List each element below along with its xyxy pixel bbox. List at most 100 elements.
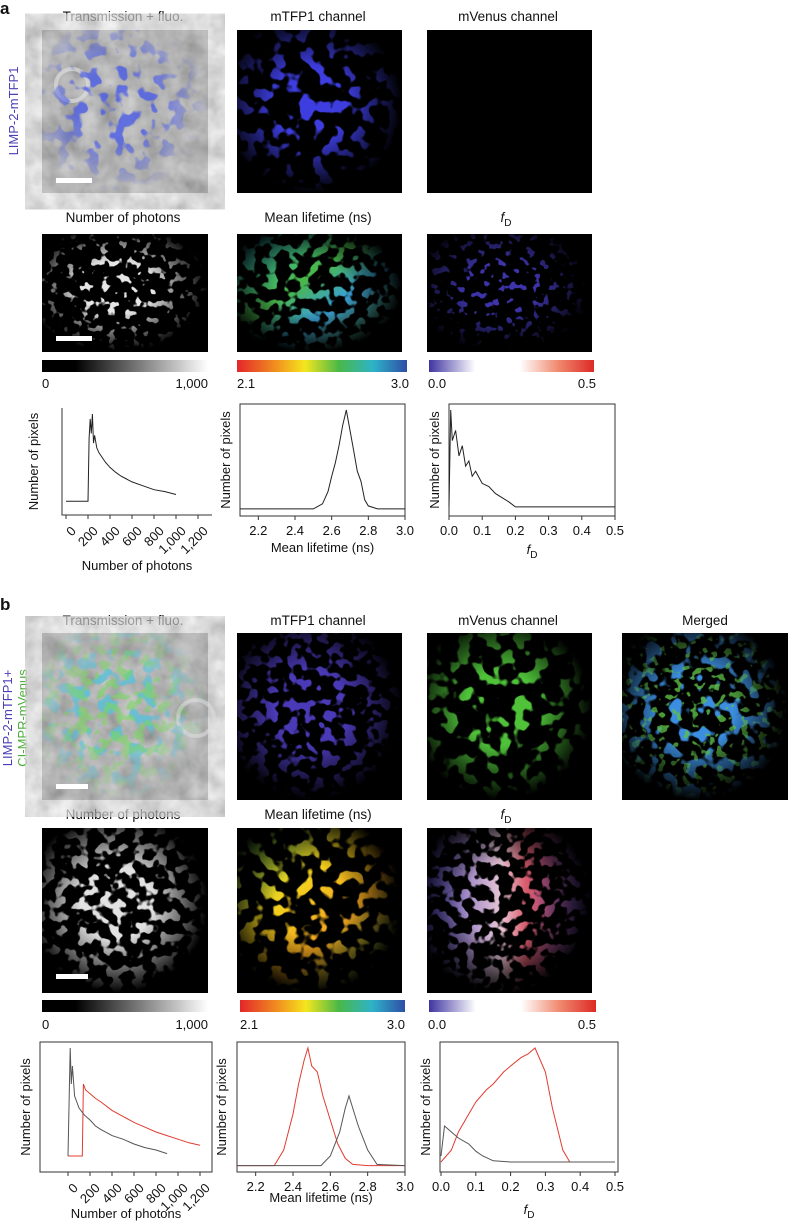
side-label: LIMP-2-mTFP1: [6, 67, 21, 156]
colorbar-label: 1,000: [175, 376, 208, 391]
x-axis-label: fD: [524, 1202, 535, 1221]
x-tick-label: 0.5: [606, 1179, 624, 1194]
colorbar-label: 2.1: [237, 376, 255, 391]
x-tick-label: 2.8: [359, 1179, 377, 1194]
colorbar-label: 2.1: [240, 1017, 258, 1032]
x-tick-label: 0.1: [467, 1179, 485, 1194]
x-tick-label: 0.0: [440, 523, 458, 538]
x-tick-label: 3.0: [396, 523, 414, 538]
series-line: [67, 1047, 168, 1157]
histogram: 0.0 0.1 0.2 0.3 0.4 0.5 Number of pixels fD: [427, 403, 624, 561]
image-title: fD: [501, 807, 512, 826]
x-axis-label-main: f: [527, 542, 532, 557]
x-tick-label: 0.0: [432, 1179, 450, 1194]
image-title: mVenus channel: [458, 9, 558, 24]
x-tick-label: 2.2: [247, 1179, 265, 1194]
series-line: [448, 409, 615, 508]
colorbar: [429, 360, 594, 372]
x-axis-label: Mean lifetime (ns): [269, 1190, 372, 1205]
micrograph: [427, 234, 592, 352]
micrograph: [622, 633, 788, 800]
image-title: Merged: [682, 613, 728, 628]
micrograph: [237, 30, 402, 193]
x-tick-label: 0.3: [536, 1179, 554, 1194]
colorbar: [429, 1000, 596, 1012]
colorbar-label: 0.0: [428, 1017, 446, 1032]
x-axis-label: Number of photons: [71, 1206, 182, 1221]
image-title: mTFP1 channel: [270, 613, 365, 628]
x-tick-label: 2.8: [359, 523, 377, 538]
colorbar-label: 3.0: [391, 376, 409, 391]
micrograph: [42, 30, 208, 193]
histogram: 2.2 2.4 2.6 2.8 3.0 Number of pixels Mean life…: [218, 403, 414, 555]
image-title: Mean lifetime (ns): [264, 807, 371, 822]
image-title: mTFP1 channel: [270, 9, 365, 24]
x-tick-label: 200: [77, 1180, 103, 1206]
x-tick-label: 0.4: [573, 523, 591, 538]
side-label: LIMP-2-mTFP1+: [0, 670, 15, 766]
micrograph: [237, 234, 402, 352]
series-line: [237, 1094, 406, 1167]
micrograph: [42, 633, 216, 800]
x-tick-label: 600: [121, 1180, 147, 1206]
x-tick-label: 2.6: [323, 523, 341, 538]
series-line: [440, 1125, 615, 1163]
x-tick-label: 0.2: [506, 523, 524, 538]
x-tick-label: 200: [75, 523, 101, 549]
series-line: [237, 1046, 405, 1167]
x-axis-label-sub: D: [527, 1210, 534, 1221]
x-axis-label: Number of photons: [82, 558, 193, 573]
colorbar: [42, 1000, 208, 1012]
x-axis-label: fD: [527, 542, 538, 561]
colorbar-label: 0: [42, 1017, 49, 1032]
colorbar-label: 3.0: [387, 1017, 405, 1032]
x-axis-label-sub: D: [530, 550, 537, 561]
x-tick-label: 0.4: [571, 1179, 589, 1194]
x-tick-label: 400: [99, 1180, 125, 1206]
micrograph: [42, 828, 208, 993]
panel-label: b: [0, 595, 10, 614]
axis-frame: [239, 403, 406, 517]
x-tick-label: 2.4: [284, 1179, 302, 1194]
x-tick-label: 3.0: [396, 1179, 414, 1194]
axis-frame: [448, 403, 616, 517]
x-tick-label: 2.4: [286, 523, 304, 538]
x-tick-label: 400: [97, 523, 123, 549]
x-tick-label: 0.3: [540, 523, 558, 538]
x-tick-label: 0.5: [606, 523, 624, 538]
micrograph: [42, 234, 208, 352]
axis-line: [61, 408, 212, 516]
micrograph: [427, 633, 592, 800]
image-title: Transmission + fluo.: [63, 9, 184, 24]
micrograph: [237, 828, 402, 993]
micrograph: [427, 828, 592, 993]
axis-frame: [439, 1041, 619, 1173]
colorbar-label: 0.5: [578, 376, 596, 391]
series-line: [68, 1083, 201, 1157]
colorbar-label: 1,000: [175, 1017, 208, 1032]
y-axis-label: Number of pixels: [26, 412, 41, 510]
panel-label: a: [0, 0, 10, 18]
histogram: 0.0 0.1 0.2 0.3 0.4 0.5 Number of pixels fD: [418, 1041, 624, 1221]
x-tick-label: 600: [119, 523, 145, 549]
image-title: fD: [501, 210, 512, 229]
series-line: [240, 409, 405, 510]
x-tick-label: 0.1: [473, 523, 491, 538]
micrograph: [427, 30, 592, 193]
series-line: [66, 413, 177, 502]
axis-frame: [236, 1041, 406, 1173]
colorbar: [240, 1000, 405, 1012]
image-title: mVenus channel: [458, 613, 558, 628]
x-tick-label: 2.6: [321, 1179, 339, 1194]
micrograph: [237, 633, 402, 800]
y-axis-label: Number of pixels: [418, 1058, 433, 1156]
series-line: [440, 1047, 615, 1163]
side-label: CI-MPR-mVenus: [15, 669, 30, 767]
y-axis-label: Number of pixels: [214, 1058, 229, 1156]
colorbar-label: 0.5: [578, 1017, 596, 1032]
image-title: Number of photons: [66, 210, 181, 225]
